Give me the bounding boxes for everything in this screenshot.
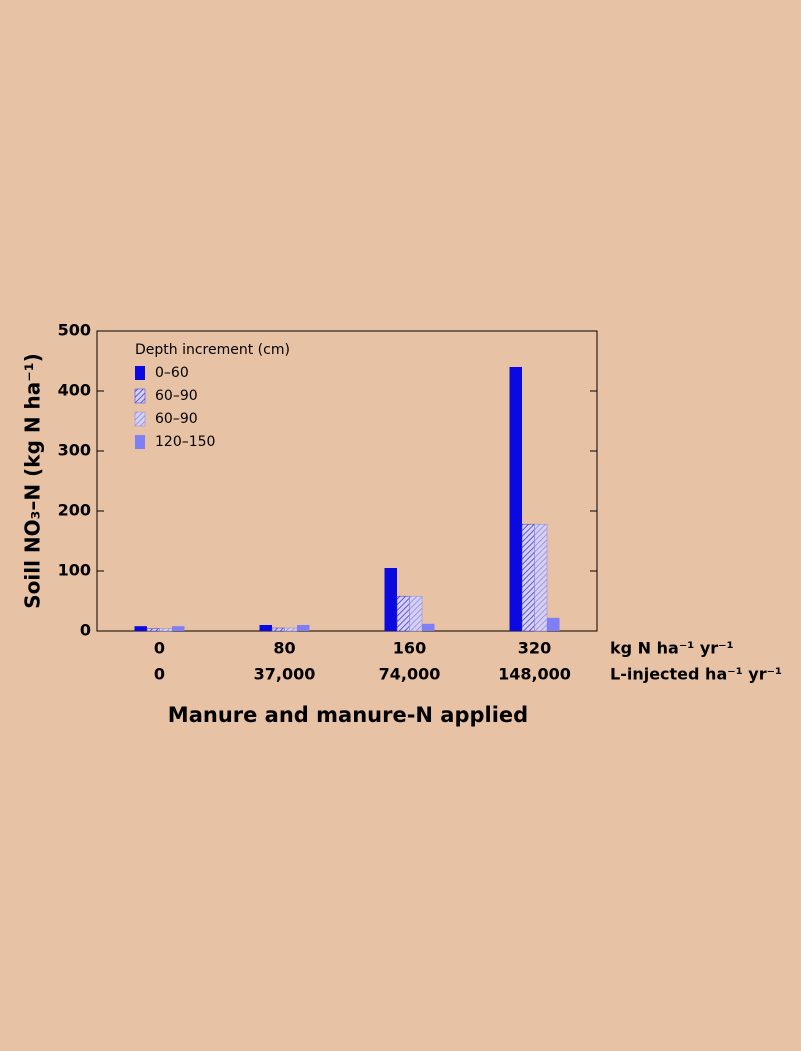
x-tick-label-secondary: 74,000 <box>379 665 441 684</box>
bar <box>384 568 397 631</box>
x-tick-label: 160 <box>393 639 426 658</box>
bar <box>509 367 522 631</box>
y-tick-label: 300 <box>58 441 91 460</box>
legend-swatch <box>134 411 146 427</box>
x-tick-label: 0 <box>154 639 165 658</box>
x-title: Manure and manure-N applied <box>168 703 528 727</box>
x-tick-label-secondary: 0 <box>154 665 165 684</box>
bar <box>534 523 548 632</box>
y-tick-label: 500 <box>58 321 91 340</box>
bar <box>159 628 173 632</box>
y-tick-label: 0 <box>80 621 91 640</box>
x-tick-label: 320 <box>518 639 551 658</box>
legend-label: 120–150 <box>155 434 215 450</box>
y-tick-label: 400 <box>58 381 91 400</box>
bar <box>259 625 272 631</box>
bar <box>297 625 310 631</box>
y-tick-label: 100 <box>58 561 91 580</box>
plot-frame <box>96 330 598 632</box>
legend-swatch <box>135 435 145 449</box>
bar <box>409 595 423 632</box>
x-tick-label: 80 <box>273 639 295 658</box>
bar <box>284 627 298 632</box>
legend-title: Depth increment (cm) <box>135 342 290 358</box>
secondary-category-unit: L-injected ha⁻¹ yr⁻¹ <box>610 665 782 684</box>
bar <box>146 628 160 632</box>
legend-label: 60–90 <box>155 411 198 427</box>
bar <box>547 617 560 631</box>
bar <box>271 627 285 632</box>
bar <box>172 626 185 631</box>
legend-label: 60–90 <box>155 388 198 404</box>
y-tick-label: 200 <box>58 501 91 520</box>
category-unit: kg N ha⁻¹ yr⁻¹ <box>610 639 734 658</box>
y-title: Soill NO₃–N (kg N ha⁻¹) <box>21 353 45 609</box>
bar <box>134 626 147 631</box>
x-tick-label-secondary: 37,000 <box>254 665 316 684</box>
legend-swatch <box>135 366 145 380</box>
bar <box>422 623 435 631</box>
x-tick-label-secondary: 148,000 <box>498 665 571 684</box>
bar <box>396 595 410 632</box>
bar <box>521 523 535 632</box>
legend-swatch <box>134 388 146 404</box>
legend-label: 0–60 <box>155 365 189 381</box>
